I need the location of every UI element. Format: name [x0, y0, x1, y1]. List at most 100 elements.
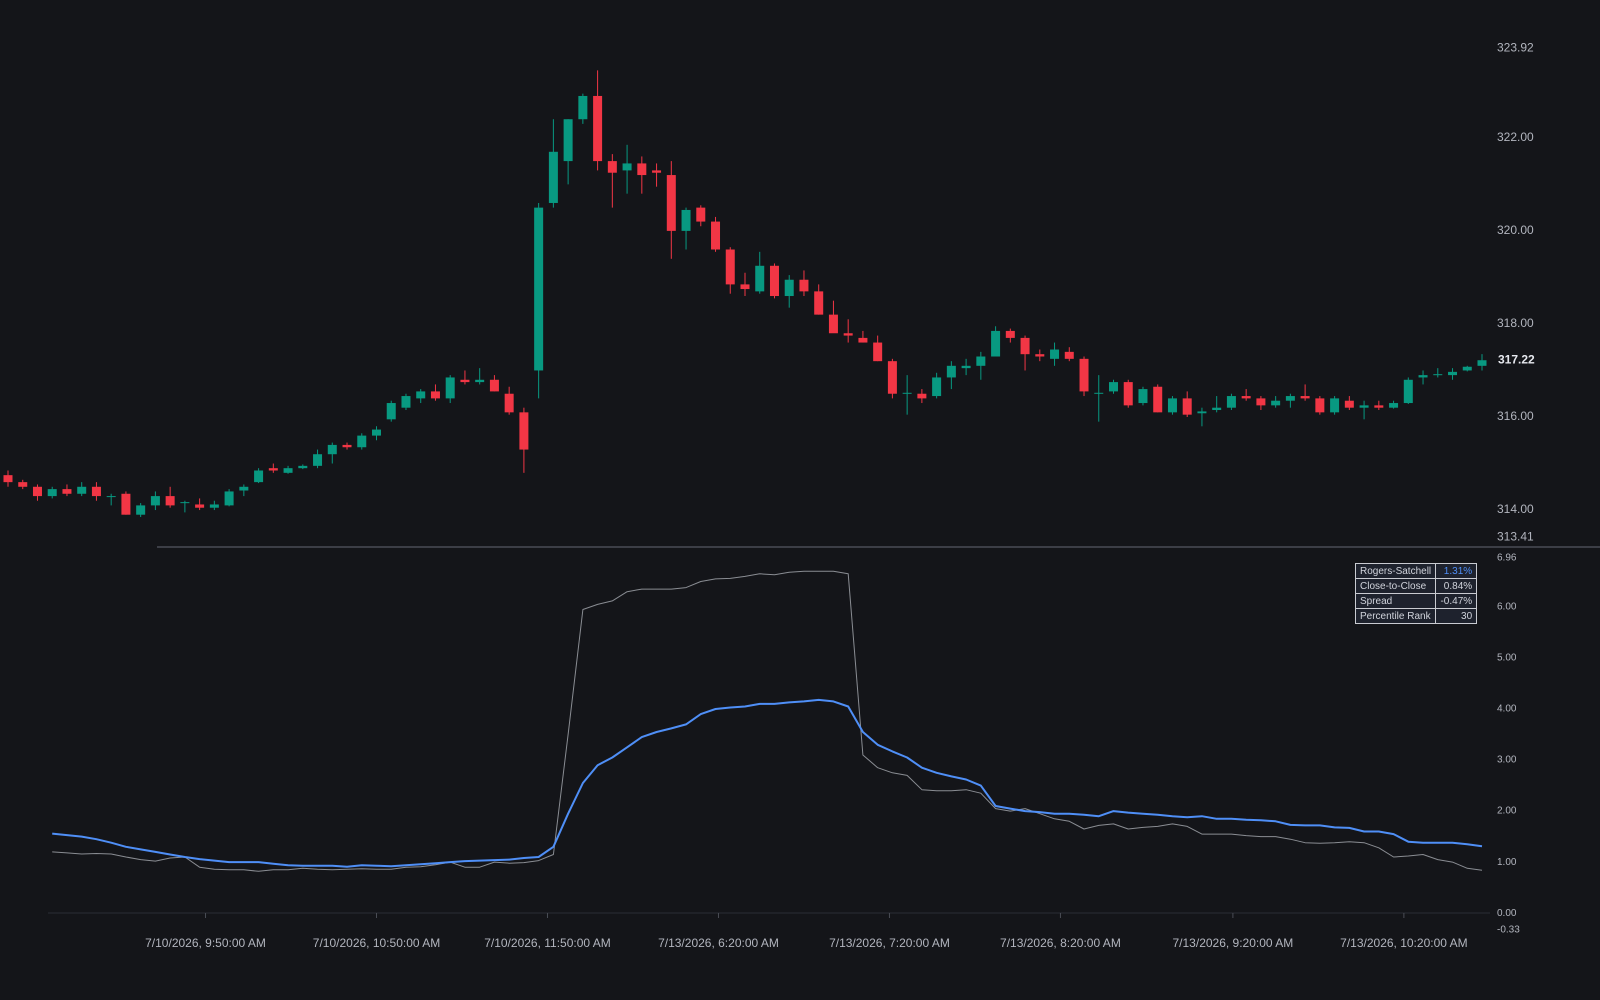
y-tick-label: 6.00 [1497, 602, 1517, 613]
candle-body [725, 249, 735, 285]
candle-body [976, 356, 986, 366]
x-tick-label: 7/13/2026, 6:20:00 AM [658, 936, 779, 950]
candle-body [1271, 400, 1281, 406]
stats-value: -0.47% [1435, 593, 1478, 609]
candle-body [1094, 392, 1104, 394]
candle-body [917, 393, 927, 399]
x-tick-label: 7/10/2026, 10:50:00 AM [313, 936, 440, 950]
y-tick-label: 322.00 [1497, 130, 1534, 144]
candle-body [180, 502, 190, 504]
stats-row: Percentile Rank 30 [1354, 608, 1478, 624]
candle-body [1079, 358, 1089, 392]
candle-body [254, 470, 264, 483]
y-tick-label: 320.00 [1497, 223, 1534, 237]
candle-body [887, 361, 897, 394]
candle-body [1020, 337, 1030, 355]
candle-body [401, 396, 411, 408]
candle-body [696, 207, 706, 222]
candle-body [1315, 398, 1325, 413]
stats-row: Rogers-Satchell 1.31% [1354, 563, 1478, 579]
candle-body [1226, 396, 1236, 408]
candle-body [1138, 389, 1148, 404]
candle-body [828, 314, 838, 334]
candle-body [769, 265, 779, 297]
y-tick-label: 314.00 [1497, 502, 1534, 516]
stats-label: Percentile Rank [1354, 608, 1437, 624]
candle-body [740, 284, 750, 290]
candle-body [593, 95, 603, 162]
candle-body [932, 377, 942, 397]
candle-body [342, 444, 352, 448]
candle-body [460, 379, 470, 383]
candle-body [991, 330, 1001, 357]
candle-body [1477, 360, 1487, 366]
candle-body [1448, 371, 1458, 376]
x-tick-label: 7/10/2026, 9:50:00 AM [145, 936, 266, 950]
candle-body [209, 504, 219, 508]
candle-body [1344, 400, 1354, 408]
candle-body [1389, 403, 1399, 408]
candle-body [62, 489, 72, 494]
x-tick-label: 7/13/2026, 8:20:00 AM [1000, 936, 1121, 950]
candle-body [1330, 398, 1340, 413]
candle-body [3, 475, 13, 483]
indicator-line [52, 698, 1483, 868]
candle-body [298, 465, 308, 469]
candle-body [578, 95, 588, 120]
stats-table: Rogers-Satchell 1.31% Close-to-Close 0.84% S… [1354, 563, 1478, 624]
candle-body [475, 379, 485, 383]
y-tick-label: 2.00 [1497, 806, 1517, 817]
y-tick-label: 0.00 [1497, 908, 1517, 919]
y-range-label: 323.92 [1497, 41, 1534, 55]
y-tick-label: 1.00 [1497, 857, 1517, 868]
candle-body [195, 504, 205, 508]
x-tick-label: 7/13/2026, 9:20:00 AM [1173, 936, 1294, 950]
candle-body [946, 365, 956, 378]
candle-body [1109, 382, 1118, 392]
candle-body [1285, 396, 1295, 401]
candle-body [121, 493, 131, 515]
candle-body [224, 491, 234, 506]
candle-body [1167, 398, 1177, 413]
candle-body [784, 279, 794, 297]
candle-body [430, 391, 440, 399]
y-range-label: 313.41 [1497, 530, 1534, 544]
x-tick-label: 7/10/2026, 11:50:00 AM [484, 936, 611, 950]
candle-body [902, 392, 912, 394]
candle-body [1403, 379, 1413, 404]
candle-body [814, 291, 824, 315]
candle-body [1123, 382, 1133, 406]
candle-body [416, 391, 426, 399]
candle-body [504, 393, 514, 413]
candle-body [77, 486, 87, 494]
y-tick-label: 318.00 [1497, 316, 1534, 330]
stats-label: Rogers-Satchell [1354, 563, 1437, 579]
candle-body [1256, 398, 1266, 406]
stats-label: Spread [1354, 593, 1437, 609]
candle-body [1359, 405, 1369, 408]
y-range-label: -0.33 [1497, 925, 1520, 936]
candle-body [858, 337, 868, 343]
last-price-label: 317.22 [1498, 352, 1535, 366]
candle-body [165, 496, 175, 506]
candle-body [1182, 398, 1192, 415]
candle-body [607, 161, 617, 173]
candle-body [1241, 396, 1251, 399]
candle-body [1005, 330, 1015, 338]
candle-body [1212, 407, 1222, 411]
candle-body [1197, 411, 1207, 414]
y-tick-label: 316.00 [1497, 409, 1534, 423]
candle-body [283, 468, 293, 473]
candle-body [1300, 396, 1310, 399]
candle-body [91, 486, 101, 497]
candle-body [799, 279, 809, 292]
candle-body [1050, 349, 1060, 359]
candle-body [32, 486, 42, 497]
candle-body [489, 379, 499, 392]
candle-body [681, 209, 691, 231]
stats-row: Spread -0.47% [1354, 593, 1478, 609]
candle-body [534, 207, 544, 371]
stats-value: 30 [1435, 608, 1478, 624]
candle-body [961, 365, 971, 369]
